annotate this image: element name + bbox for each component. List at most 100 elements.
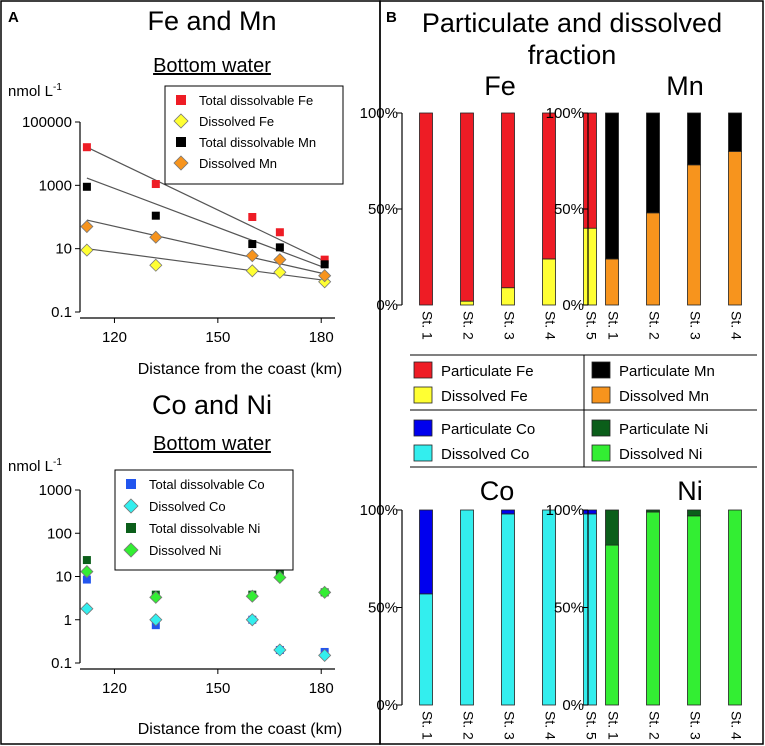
legend-label: Particulate Mn <box>619 363 715 380</box>
y-tick-label: 50% <box>368 201 398 218</box>
category-label: St. 2 <box>646 711 662 740</box>
panel-b-label: B <box>386 9 397 26</box>
point-dissolved-co <box>80 602 94 616</box>
y-tick-label: 100% <box>546 502 584 519</box>
legend-swatch-particulate-co <box>413 419 433 437</box>
fraction-bar-charts: Fe 0% 50% 100% St. 1 St. 2 St. 3 St. 4 St. 5 Mn 0%… <box>360 71 745 740</box>
bar-segment-particulate-mn <box>646 112 660 214</box>
category-label: St. 1 <box>605 311 621 340</box>
bar-segment-particulate-co <box>583 509 597 515</box>
bar-segment-particulate-mn <box>728 112 742 152</box>
point-dissolved-ni <box>80 565 94 579</box>
category-label: St. 2 <box>646 311 662 340</box>
bar-segment-dissolved-co <box>460 509 474 706</box>
bar-segment-particulate-ni <box>605 509 619 546</box>
fe-mn-xlabel: Distance from the coast (km) <box>138 361 343 378</box>
point-total-dissolvable-mn <box>320 260 329 269</box>
legend-swatch-dissolved-co <box>413 444 433 462</box>
bar-segment-dissolved-co <box>542 509 556 706</box>
legend-label: Total dissolvable Co <box>149 477 265 492</box>
y-tick-label: 0% <box>376 297 398 314</box>
bar-segment-particulate-fe <box>419 112 433 306</box>
y-tick-label: 50% <box>554 201 584 218</box>
category-label: St. 5 <box>583 711 599 740</box>
bar-segment-particulate-fe <box>460 112 474 302</box>
bar-segment-dissolved-ni <box>646 511 660 706</box>
legend-swatch <box>173 155 189 171</box>
legend-label: Total dissolvable Mn <box>199 135 316 150</box>
y-tick-label: 100% <box>360 502 398 519</box>
category-label: St. 4 <box>728 311 744 340</box>
point-dissolved-mn <box>149 230 163 244</box>
point-dissolved-ni <box>245 589 259 603</box>
point-dissolved-co <box>318 648 332 662</box>
legend-label: Dissolved Mn <box>199 156 277 171</box>
bar-segment-dissolved-fe <box>583 227 597 306</box>
co-ni-ylabel: nmol L-1 <box>8 457 62 475</box>
legend-label: Dissolved Ni <box>149 543 221 558</box>
point-total-dissolvable-mn <box>82 182 91 191</box>
y-tick-label: 0.1 <box>51 304 72 321</box>
bar-segment-particulate-mn <box>687 112 701 166</box>
bar-segment-particulate-fe <box>542 112 556 260</box>
legend-swatch-particulate-ni <box>591 419 611 437</box>
legend-label: Particulate Fe <box>441 363 534 380</box>
point-total-dissolvable-mn <box>151 211 160 220</box>
legend-swatch <box>123 542 139 558</box>
bar-segment-dissolved-fe <box>501 287 515 306</box>
legend-swatch <box>126 523 136 533</box>
point-dissolved-mn <box>318 269 332 283</box>
legend-label: Dissolved Co <box>441 446 529 463</box>
point-dissolved-mn <box>245 249 259 263</box>
point-total-dissolvable-fe <box>275 228 284 237</box>
category-label: St. 2 <box>460 711 476 740</box>
point-dissolved-fe <box>245 264 259 278</box>
bar-segment-dissolved-ni <box>687 515 701 706</box>
fe-mn-ylabel-sup: -1 <box>53 82 62 93</box>
bar-segment-particulate-co <box>419 509 433 595</box>
point-total-dissolvable-ni <box>82 556 91 565</box>
y-tick-label: 0% <box>562 697 584 714</box>
legend-box <box>164 85 344 185</box>
panel-b-title-line1: Particulate and dissolved <box>422 8 722 38</box>
point-total-dissolvable-mn <box>248 240 257 249</box>
panel-b-frame <box>379 0 764 745</box>
trend-line-dissolved-fe <box>86 248 325 281</box>
point-dissolved-co <box>245 613 259 627</box>
y-tick-label: 100% <box>546 105 584 122</box>
y-tick-label: 100000 <box>22 114 72 131</box>
category-label: St. 3 <box>687 711 703 740</box>
legend-swatch-dissolved-ni <box>591 444 611 462</box>
bar-segment-dissolved-co <box>419 593 433 706</box>
point-dissolved-ni <box>318 585 332 599</box>
fe-mn-ylabel-text: nmol L <box>8 83 53 100</box>
point-total-dissolvable-fe <box>151 180 160 189</box>
co-ni-xlabel: Distance from the coast (km) <box>138 721 343 738</box>
point-dissolved-fe <box>80 243 94 257</box>
bar-chart-title: Ni <box>677 476 703 506</box>
point-total-dissolvable-fe <box>82 143 91 152</box>
trend-line-dissolved-mn <box>86 219 325 275</box>
bar-segment-dissolved-co <box>583 513 597 706</box>
y-tick-label: 10 <box>55 569 72 586</box>
legend-swatch <box>126 479 136 489</box>
point-dissolved-ni <box>273 570 287 585</box>
bar-segment-dissolved-mn <box>728 150 742 306</box>
point-dissolved-mn <box>80 219 94 234</box>
category-label: St. 5 <box>583 311 599 340</box>
x-tick-label: 120 <box>102 680 127 697</box>
bar-chart-title: Co <box>480 476 515 506</box>
bar-segment-particulate-fe <box>501 112 515 289</box>
y-tick-label: 1 <box>64 612 72 629</box>
y-tick-label: 0% <box>376 697 398 714</box>
panel-b-title-line2: fraction <box>528 40 617 70</box>
point-total-dissolvable-fe <box>248 213 257 221</box>
point-dissolved-co <box>273 643 287 657</box>
legend-label: Particulate Ni <box>619 421 708 438</box>
y-tick-label: 0.1 <box>51 655 72 672</box>
legend-swatch-particulate-mn <box>591 361 611 379</box>
category-label: St. 3 <box>687 311 703 340</box>
point-dissolved-co <box>149 613 163 627</box>
legend-swatch <box>176 137 186 147</box>
